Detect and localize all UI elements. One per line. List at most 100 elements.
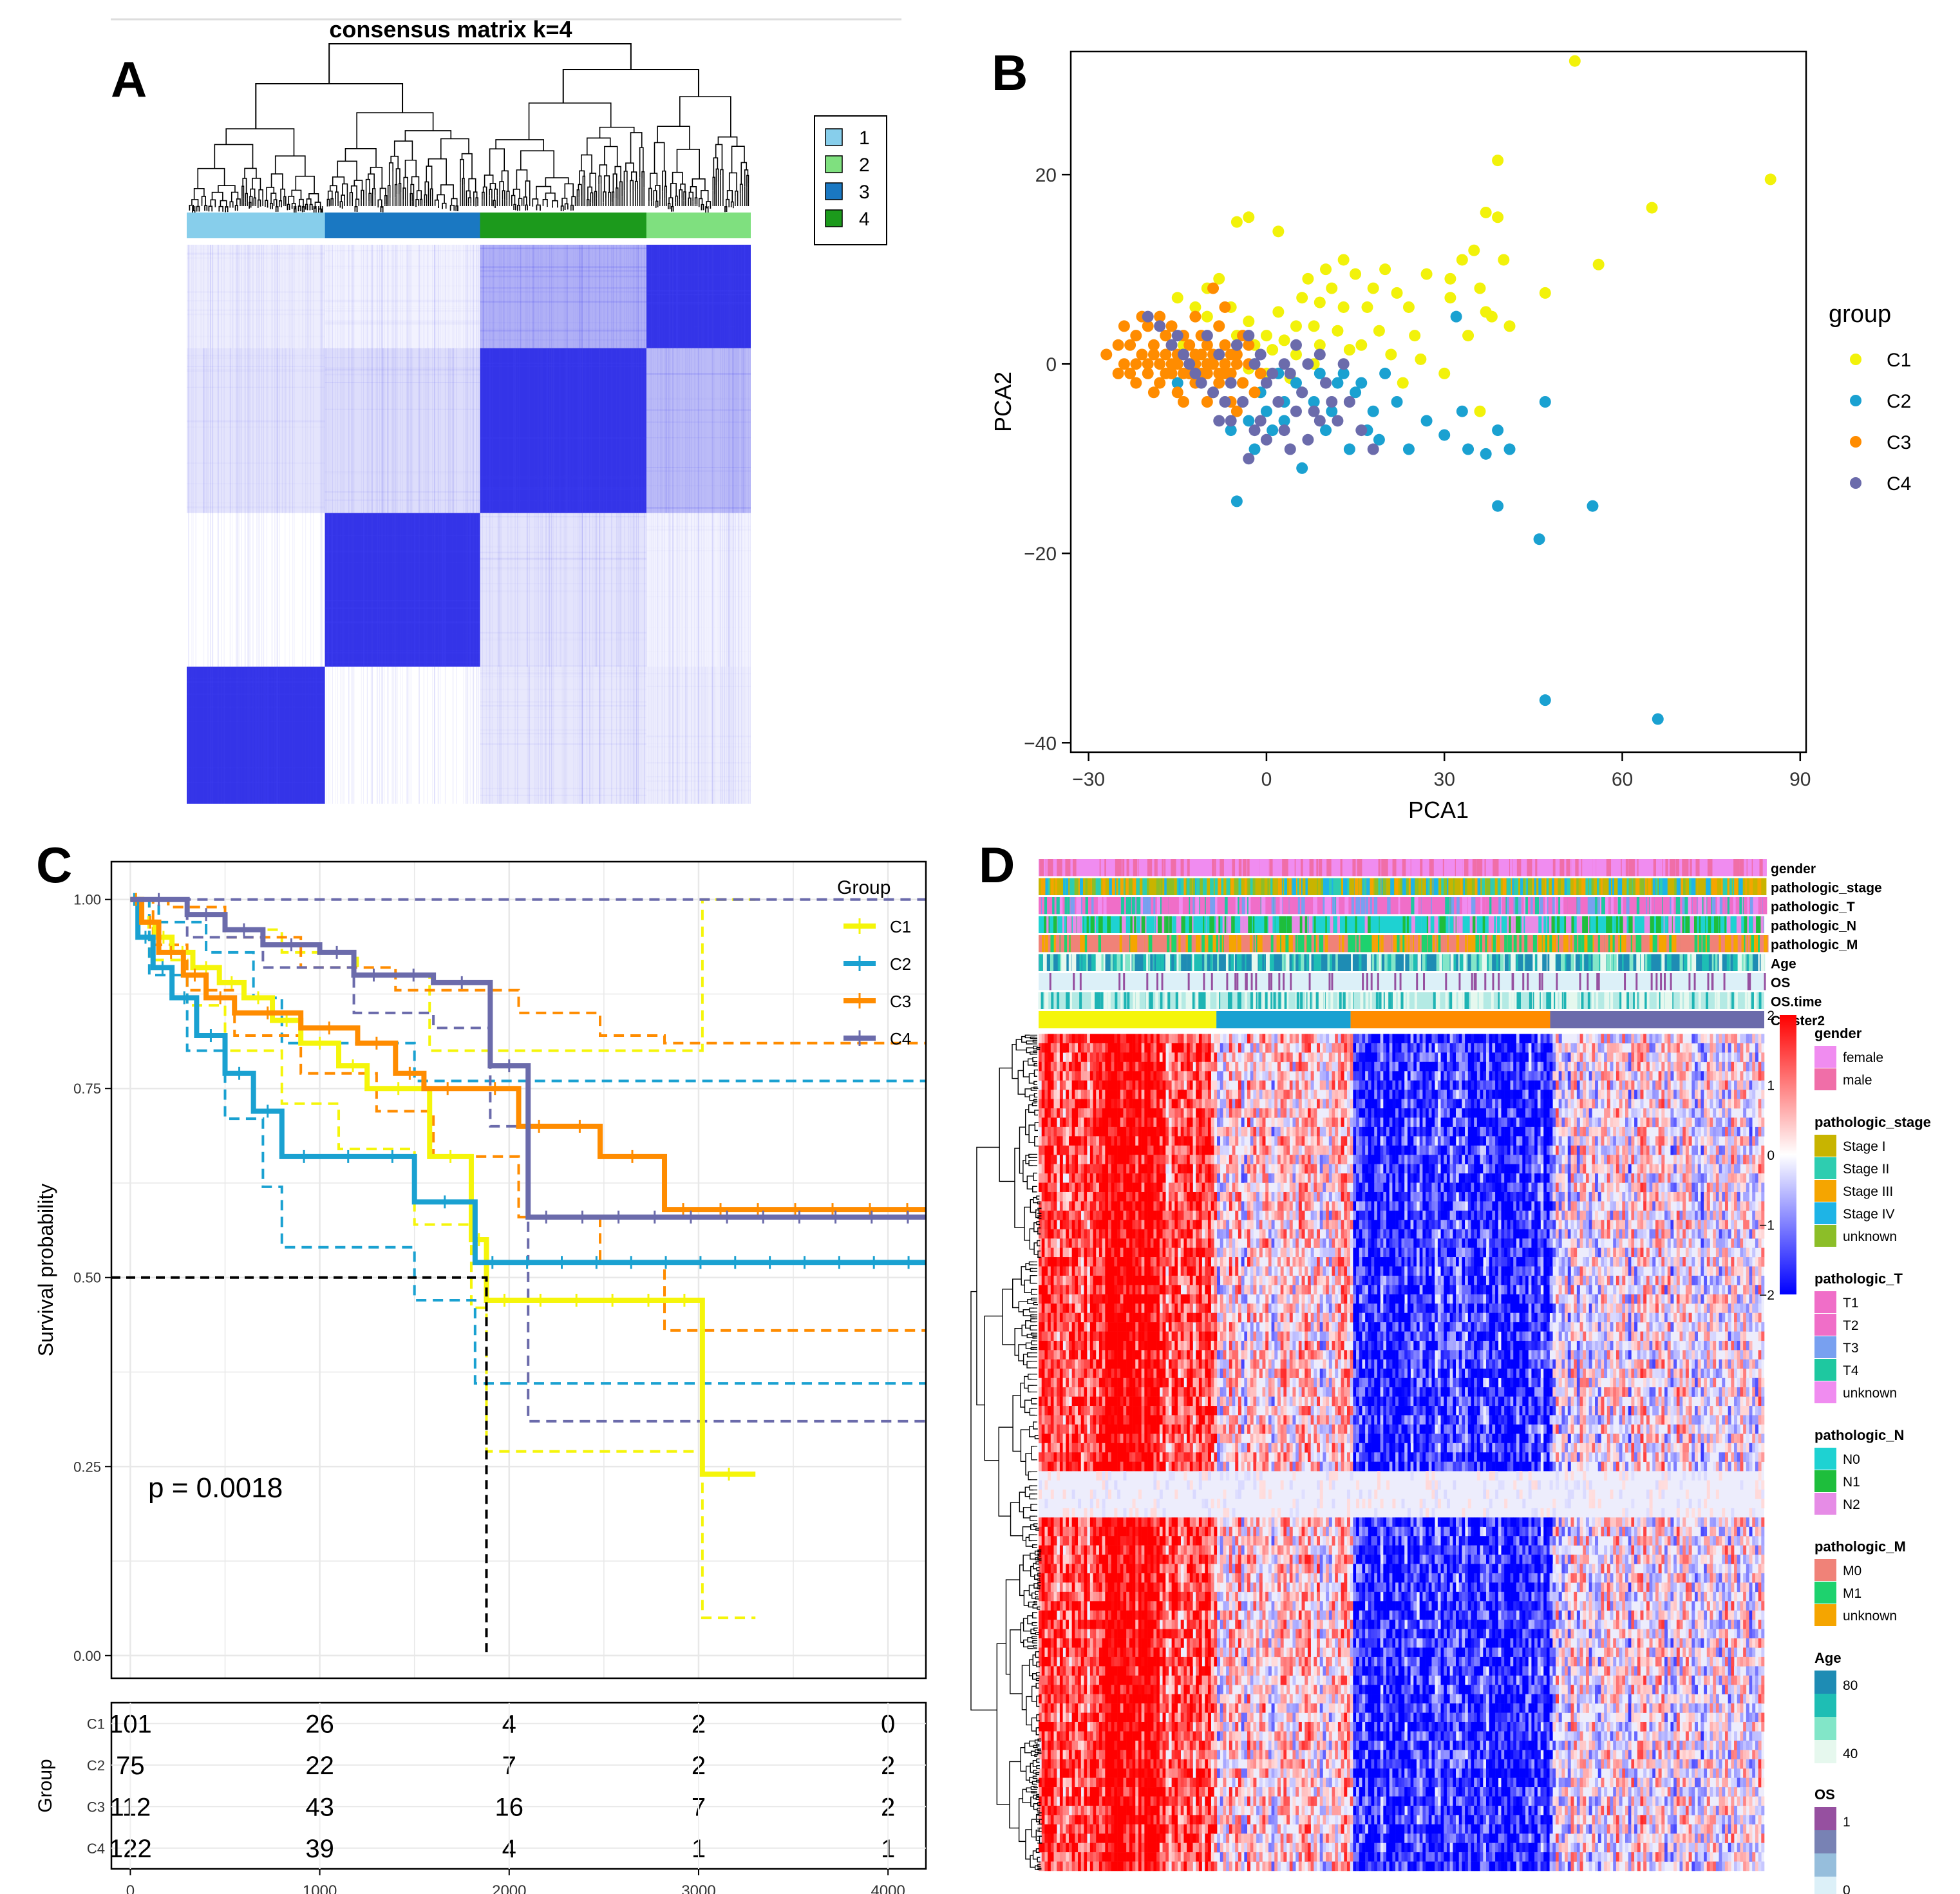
annotation-gender-mark (1639, 859, 1642, 876)
heatmap-cell (1050, 1090, 1054, 1099)
annotation-pathologic_N-mark (1509, 916, 1513, 933)
heatmap-cell (1041, 1210, 1045, 1220)
annotation-pathologic_T-mark (1464, 897, 1468, 914)
annotation-pathologic_N-mark (1330, 916, 1333, 933)
annotation-pathologic_stage-mark (1283, 878, 1286, 895)
heatmap-cell (1053, 1164, 1057, 1174)
heatmap-cell (1050, 1712, 1054, 1723)
annotation-Age-mark (1602, 954, 1607, 971)
heatmap-cell (1053, 1517, 1057, 1528)
heatmap-cell (1059, 1155, 1063, 1164)
annotation-pathologic_N-mark (1753, 916, 1756, 933)
heatmap-cell (1096, 1173, 1100, 1183)
heatmap-cell (1089, 1842, 1093, 1853)
point-C1 (1302, 272, 1314, 285)
heatmap-cell (1066, 1145, 1070, 1155)
heatmap-cell (1039, 1564, 1042, 1574)
annotation-Age-mark (1610, 954, 1613, 971)
heatmap-cell (1102, 1090, 1106, 1099)
annotation-pathologic_N-mark (1046, 916, 1049, 933)
y-tick-label: 0.50 (73, 1270, 101, 1286)
heatmap-cell (1087, 1852, 1091, 1862)
heatmap-cell (1039, 1303, 1042, 1313)
annotation-Age-mark (1413, 954, 1418, 971)
annotation-gender-mark (1735, 859, 1738, 876)
annotation-pathologic_stage-mark (1221, 878, 1224, 895)
heatmap-cell (1098, 1471, 1102, 1481)
heatmap-cell (1066, 1368, 1070, 1379)
annotation-pathologic_stage-mark (1576, 878, 1579, 895)
heatmap-cell (1053, 1406, 1057, 1416)
heatmap-cell (1080, 1582, 1084, 1593)
heatmap-cell (1068, 1034, 1072, 1044)
os-time-annotation-mark (1198, 992, 1201, 1009)
heatmap-cell (1039, 1312, 1042, 1323)
annotation-gender-mark (1309, 859, 1314, 876)
annotation-gender-mark (1729, 859, 1733, 876)
heatmap-cell (1041, 1090, 1045, 1099)
annotation-gender-mark (1156, 859, 1159, 876)
heatmap-cell (1068, 1359, 1072, 1369)
heatmap-cell (1071, 1545, 1075, 1555)
annotation-pathologic_M-mark (1570, 935, 1572, 952)
ci-lower-C4 (130, 898, 926, 1423)
heatmap-cell (1098, 1117, 1102, 1128)
annotation-pathologic_stage-mark (1091, 878, 1097, 895)
heatmap-cell (1066, 1210, 1070, 1220)
annotation-pathologic_T-mark (1489, 897, 1492, 914)
point-C4 (1201, 330, 1213, 342)
heatmap-cell (1050, 1080, 1054, 1090)
heatmap-cell (1102, 1833, 1106, 1843)
heatmap-cell (1089, 1721, 1093, 1732)
heatmap-cell (1078, 1061, 1082, 1072)
heatmap-cell (1080, 1201, 1084, 1211)
x-axis-label: PCA1 (1408, 797, 1469, 823)
point-C1 (1415, 353, 1427, 365)
annotation-pathologic_stage-mark (1285, 878, 1287, 895)
heatmap-cell (1057, 1703, 1060, 1713)
heatmap-cell (1062, 1247, 1066, 1258)
annotation-Age-mark (1661, 954, 1665, 971)
heatmap-cell (1048, 1126, 1051, 1137)
heatmap-cell (1096, 1591, 1100, 1602)
heatmap-cell (1041, 1145, 1045, 1155)
annotation-pathologic_T-mark (1502, 897, 1506, 914)
heatmap-cell (1080, 1629, 1084, 1639)
annotation-pathologic_N-mark (1207, 916, 1210, 933)
annotation-Age-mark (1306, 954, 1309, 971)
annotation-pathologic_N-mark (1268, 916, 1271, 933)
heatmap-cell (1071, 1740, 1075, 1750)
annotation-pathologic_stage-mark (1118, 878, 1122, 895)
heatmap-cell (1105, 1229, 1109, 1239)
annotation-gender-mark (1717, 859, 1720, 876)
heatmap-cell (1089, 1275, 1093, 1285)
os-time-annotation-mark (1346, 992, 1349, 1009)
heatmap-cell (1098, 1322, 1102, 1332)
heatmap-cell (1053, 1536, 1057, 1546)
annotation-gender-mark (1494, 859, 1500, 876)
annotation-gender-mark (1232, 859, 1236, 876)
annotation-Age-mark (1268, 954, 1271, 971)
heatmap-cell (1071, 1108, 1075, 1118)
point-C1 (1272, 225, 1285, 238)
annotation-gender-mark (1338, 859, 1343, 876)
heatmap-cell (1096, 1638, 1100, 1648)
heatmap-cell (1062, 1043, 1066, 1053)
heatmap-cell (1089, 1145, 1093, 1155)
annotation-pathologic_T-mark (1221, 897, 1225, 914)
heatmap-cell (1075, 1731, 1079, 1741)
os-time-annotation-mark (1104, 992, 1107, 1009)
annotation-pathologic_T-mark (1313, 897, 1317, 914)
heatmap-cell (1096, 1833, 1100, 1843)
legend-title: Group (837, 877, 890, 898)
point-C4 (1278, 424, 1290, 437)
heatmap-cell (1062, 1071, 1066, 1081)
annotation-pathologic_T-mark (1379, 897, 1384, 914)
os-time-annotation-mark (1386, 992, 1390, 1009)
heatmap-cell (1050, 1312, 1054, 1323)
heatmap-cell (1105, 1173, 1109, 1183)
annotation-pathologic_M-mark (1376, 935, 1380, 952)
heatmap-cell (1044, 1294, 1048, 1304)
annotation-pathologic_M-mark (1671, 935, 1675, 952)
point-C3 (1201, 339, 1213, 351)
